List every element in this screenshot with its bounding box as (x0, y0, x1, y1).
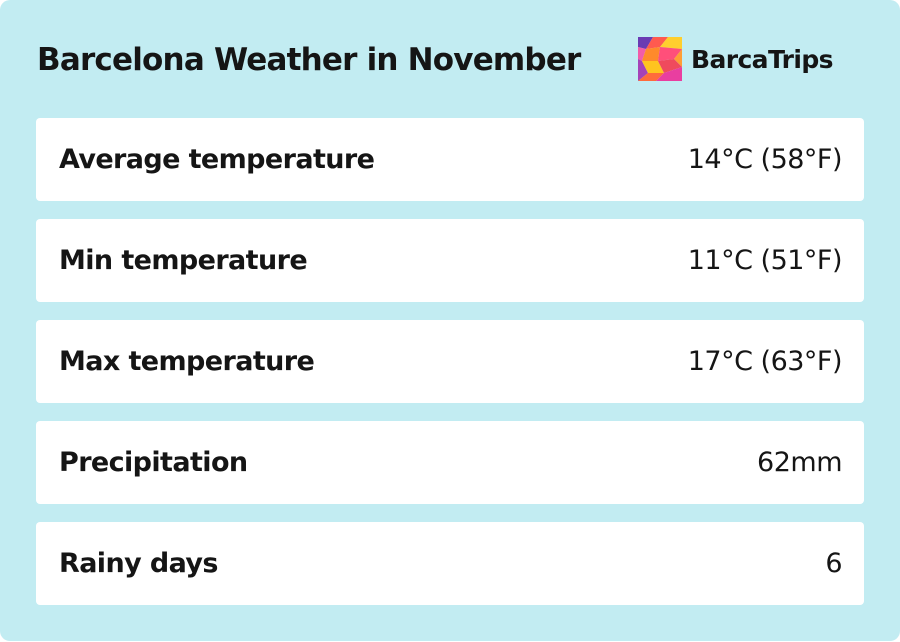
brand-name: BarcaTrips (691, 44, 834, 74)
page-title: Barcelona Weather in November (37, 42, 581, 78)
brand-logo-link[interactable]: BarcaTrips (638, 37, 834, 81)
row-label: Min temperature (59, 245, 308, 276)
row-label: Average temperature (59, 144, 375, 175)
row-value: 6 (825, 548, 842, 579)
colorful-mosaic-logo-icon (638, 37, 682, 81)
row-value: 62mm (757, 447, 842, 478)
row-value: 14°C (58°F) (687, 144, 843, 175)
table-row-average-temperature: Average temperature 14°C (58°F) (36, 118, 864, 201)
weather-table: Average temperature 14°C (58°F) Min temp… (36, 118, 864, 623)
table-row-rainy-days: Rainy days 6 (36, 522, 864, 605)
row-value: 11°C (51°F) (687, 245, 843, 276)
table-row-max-temperature: Max temperature 17°C (63°F) (36, 320, 864, 403)
row-label: Max temperature (59, 346, 315, 377)
table-row-precipitation: Precipitation 62mm (36, 421, 864, 504)
row-value: 17°C (63°F) (687, 346, 843, 377)
table-row-min-temperature: Min temperature 11°C (51°F) (36, 219, 864, 302)
row-label: Rainy days (59, 548, 218, 579)
row-label: Precipitation (59, 447, 248, 478)
